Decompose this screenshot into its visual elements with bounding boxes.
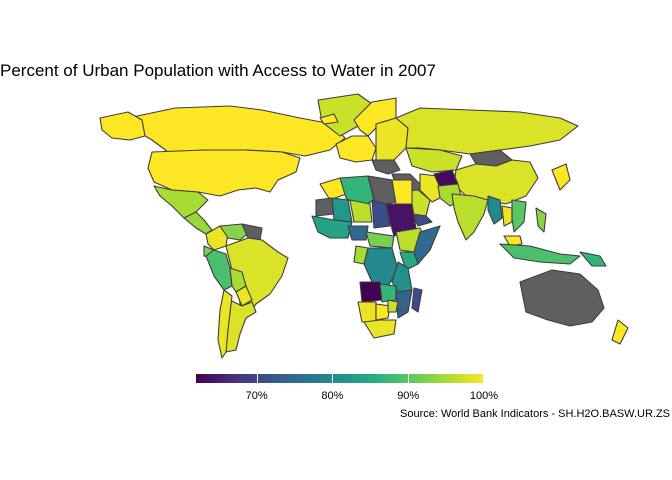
region-namibia [357,301,377,323]
region-venezuela [219,223,251,241]
region-canada [127,105,346,157]
region-chile [217,289,233,359]
region-papua-new-guinea [579,251,607,267]
region-united-states [147,149,301,197]
region-iceland [319,113,339,125]
legend-tick-label: 100% [469,390,499,402]
region-china [453,159,539,205]
region-guianas [241,223,263,241]
region-india [451,193,489,241]
legend-tick [256,374,258,383]
region-zimbabwe [387,299,399,313]
region-japan [551,163,571,191]
region-central-african-republic [365,231,395,249]
legend-tick [408,374,410,383]
region-balkans [371,159,401,175]
region-niger [349,199,373,223]
region-philippines [535,207,547,233]
region-indonesia [499,243,581,265]
region-western-europe [335,135,377,163]
map-regions [99,93,629,359]
legend-tick [332,374,334,383]
region-mali [331,197,353,223]
region-mauritania [315,197,335,217]
legend-tick-label: 70% [245,390,268,402]
region-thailand [501,205,513,227]
region-mozambique [395,289,413,319]
region-yemen [411,213,433,227]
region-nigeria [347,225,369,241]
region-australia [519,269,605,327]
map-title: Percent of Urban Population with Access … [0,61,436,80]
region-madagascar [411,287,423,313]
region-chad [371,199,391,229]
region-south-africa [363,319,397,339]
region-central-america [183,211,213,235]
region-myanmar [487,195,503,225]
region-botswana [375,303,391,321]
legend-tick-label: 90% [397,390,420,402]
region-angola [359,281,383,303]
region-alaska [99,111,146,141]
legend-tick-label: 80% [321,390,344,402]
region-egypt [391,179,413,205]
region-malaysia [503,235,523,247]
source-caption: Source: World Bank Indicators - SH.H2O.B… [400,408,670,420]
region-paraguay [235,285,253,307]
region-new-zealand [611,319,629,345]
region-somalia [413,225,441,265]
region-gabon-and-congo [353,245,369,265]
legend-tick [483,374,484,383]
region-zambia [379,283,397,303]
region-indochina [511,199,527,233]
region-russia [395,107,579,155]
legend-colorbar [196,374,484,383]
region-west-africa-coast [311,215,353,239]
